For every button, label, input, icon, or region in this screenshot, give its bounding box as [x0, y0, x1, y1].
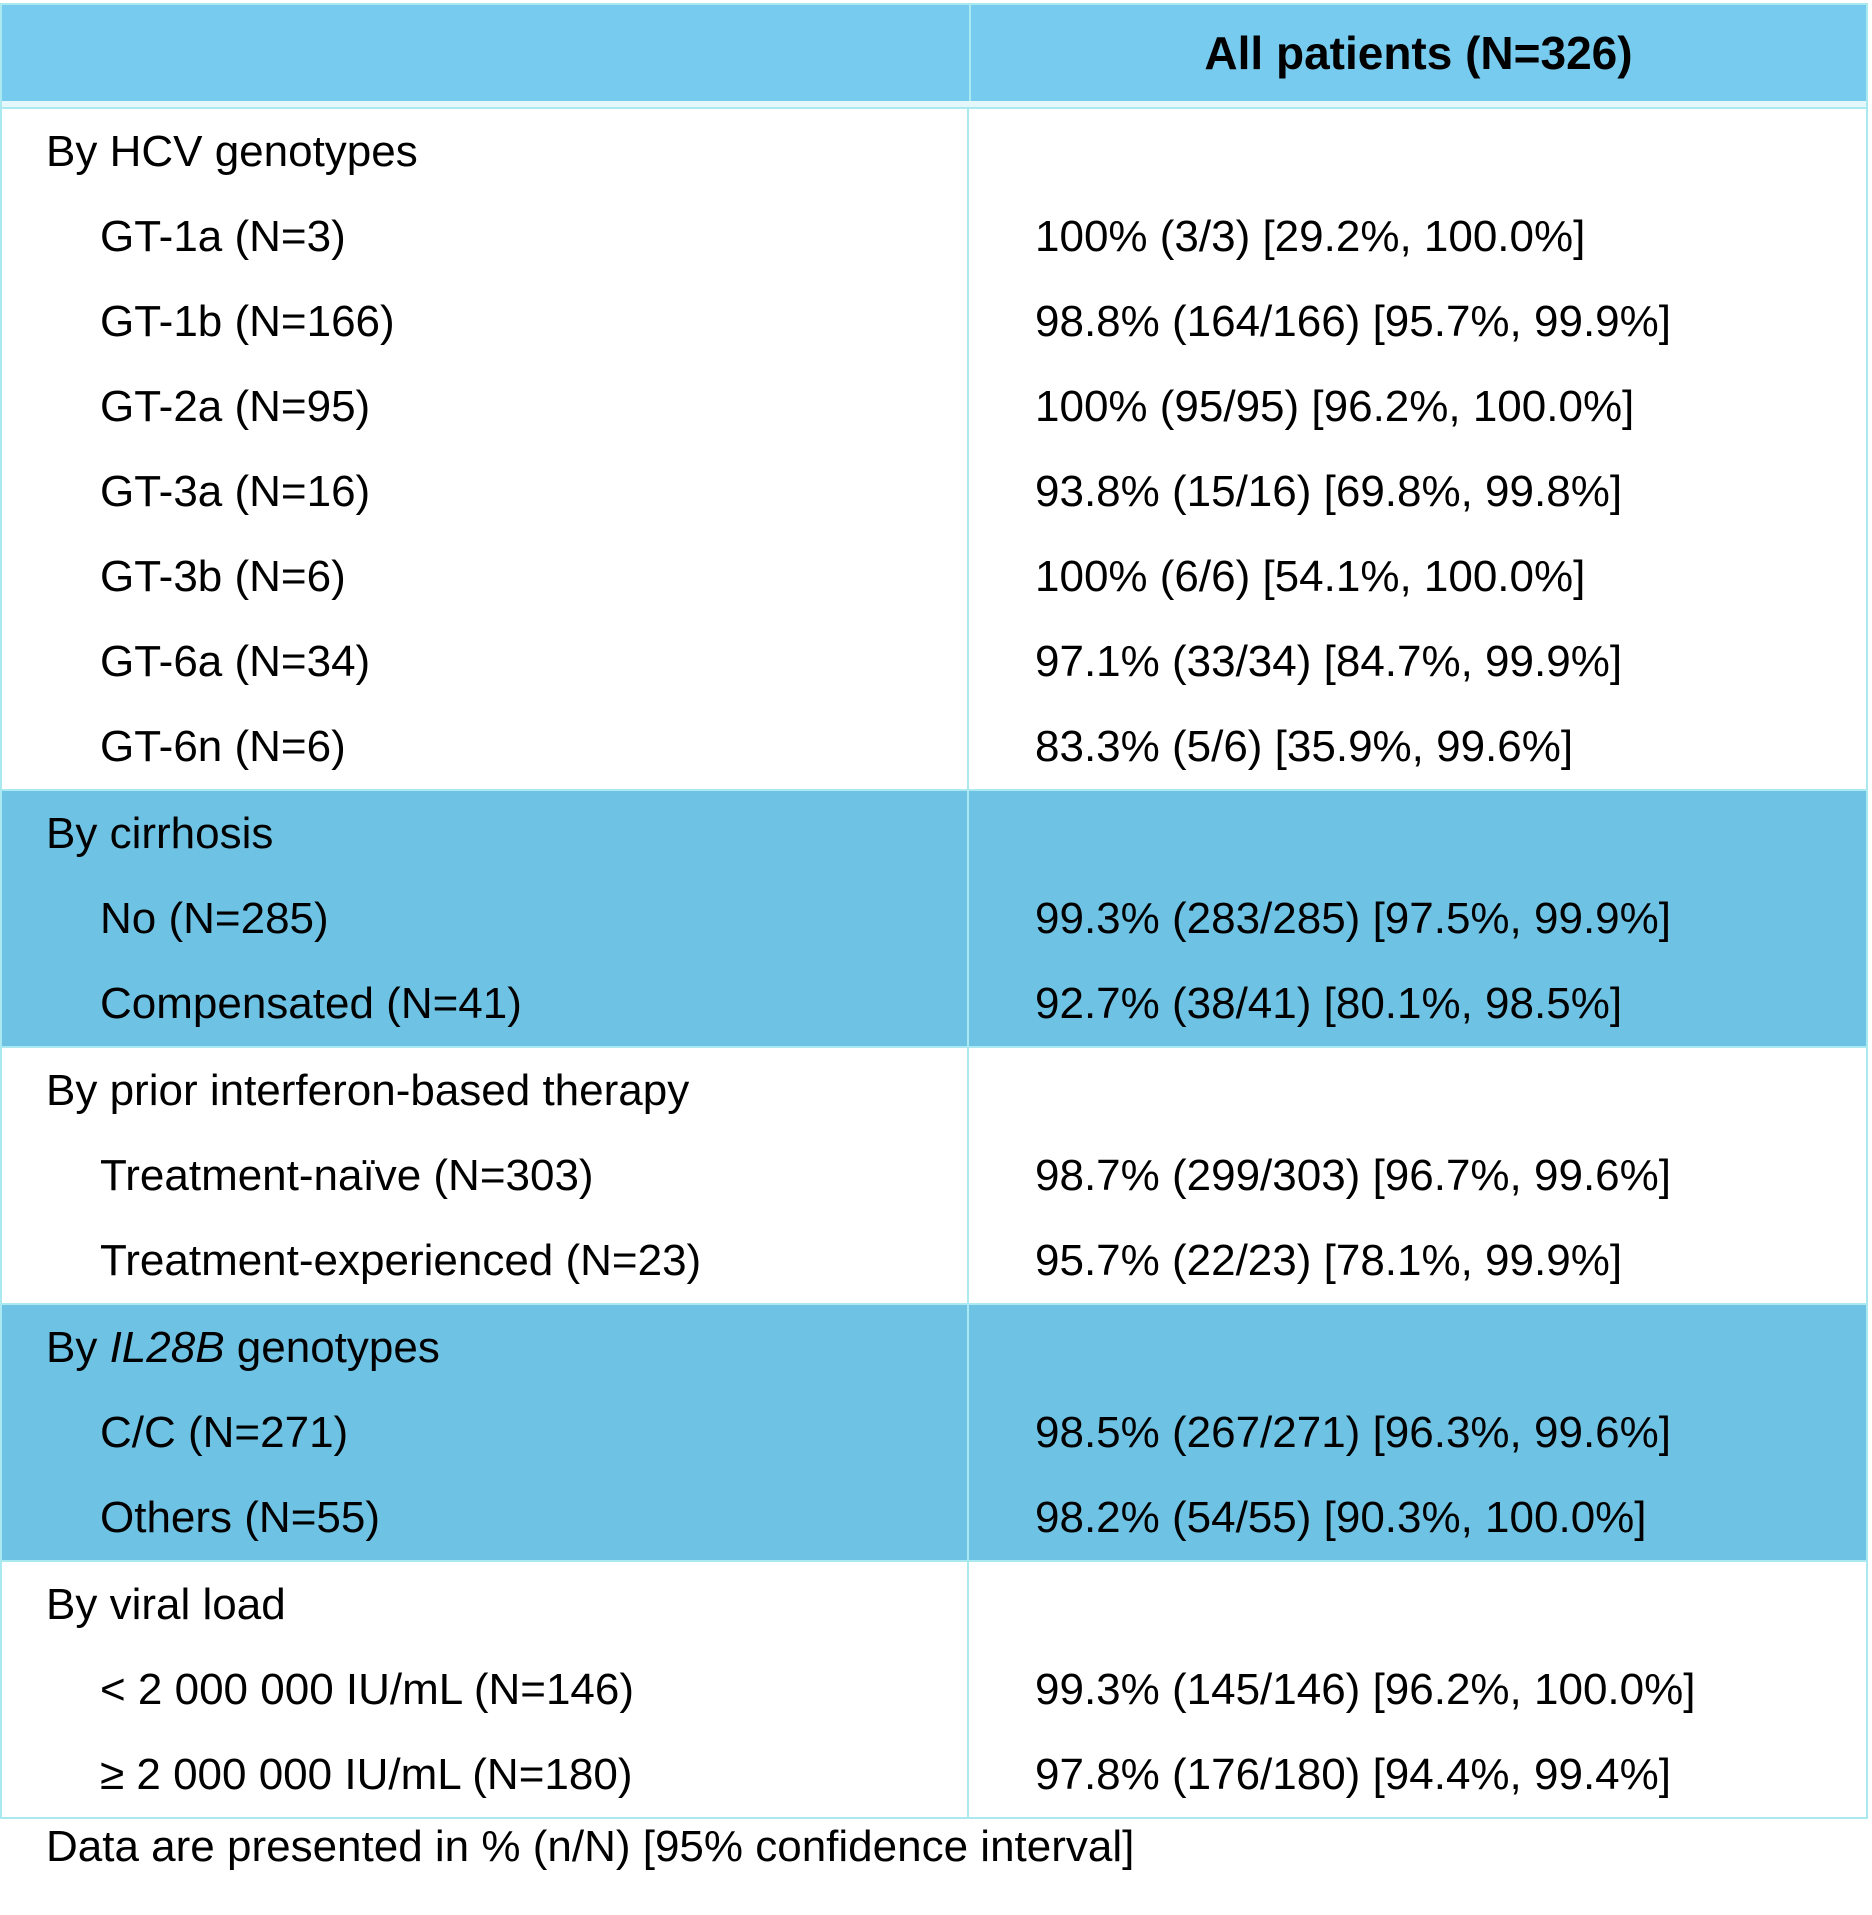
- group-header-row: By HCV genotypes: [2, 109, 1866, 194]
- row-value: 98.8% (164/166) [95.7%, 99.9%]: [1035, 296, 1671, 346]
- table-row: C/C (N=271) 98.5% (267/271) [96.3%, 99.6%…: [2, 1390, 1866, 1475]
- table-row: ≥ 2 000 000 IU/mL (N=180) 97.8% (176/180)…: [2, 1732, 1866, 1817]
- row-label: GT-3b (N=6): [2, 534, 969, 619]
- row-label: Treatment-naïve (N=303): [2, 1133, 969, 1218]
- table-body: By HCV genotypes GT-1a (N=3) 100% (3/3) [2…: [2, 107, 1866, 1817]
- group-header-row: By IL28B genotypes: [2, 1305, 1866, 1390]
- footnote: Data are presented in % (n/N) [95% confi…: [46, 1822, 1135, 1871]
- table-row: GT-2a (N=95) 100% (95/95) [96.2%, 100.0%]: [2, 364, 1866, 449]
- group-section: By cirrhosis No (N=285) 99.3% (283/285) [9…: [2, 789, 1866, 1046]
- row-value: 100% (3/3) [29.2%, 100.0%]: [1035, 211, 1586, 261]
- group-section: By HCV genotypes GT-1a (N=3) 100% (3/3) [2…: [2, 107, 1866, 789]
- table-row: GT-1a (N=3) 100% (3/3) [29.2%, 100.0%]: [2, 194, 1866, 279]
- row-value: 98.5% (267/271) [96.3%, 99.6%]: [1035, 1407, 1671, 1457]
- table-header: All patients (N=326): [2, 5, 1866, 107]
- table-row: Others (N=55) 98.2% (54/55) [90.3%, 100.0…: [2, 1475, 1866, 1560]
- group-label-italic: IL28B: [109, 1322, 225, 1372]
- row-value: 100% (6/6) [54.1%, 100.0%]: [1035, 551, 1586, 601]
- row-value: 99.3% (283/285) [97.5%, 99.9%]: [1035, 893, 1671, 943]
- row-value: 99.3% (145/146) [96.2%, 100.0%]: [1035, 1664, 1696, 1714]
- row-label: Treatment-experienced (N=23): [2, 1218, 969, 1303]
- row-value: 97.1% (33/34) [84.7%, 99.9%]: [1035, 636, 1623, 686]
- table-row: Compensated (N=41) 92.7% (38/41) [80.1%, …: [2, 961, 1866, 1046]
- empty-cell: [969, 1305, 1866, 1390]
- row-label: Compensated (N=41): [2, 961, 969, 1046]
- row-label: Others (N=55): [2, 1475, 969, 1560]
- row-value: 92.7% (38/41) [80.1%, 98.5%]: [1035, 978, 1623, 1028]
- row-value: 93.8% (15/16) [69.8%, 99.8%]: [1035, 466, 1623, 516]
- row-label: GT-6n (N=6): [2, 704, 969, 789]
- results-table: All patients (N=326) By HCV genotypes GT-…: [0, 3, 1868, 1819]
- group-label: By HCV genotypes: [2, 109, 969, 194]
- row-label: GT-3a (N=16): [2, 449, 969, 534]
- row-label: No (N=285): [2, 876, 969, 961]
- group-section: By prior interferon-based therapy Treatme…: [2, 1046, 1866, 1303]
- group-label: By cirrhosis: [2, 791, 969, 876]
- table-row: GT-6a (N=34) 97.1% (33/34) [84.7%, 99.9%]: [2, 619, 1866, 704]
- group-label-suffix: genotypes: [224, 1322, 440, 1372]
- row-value: 97.8% (176/180) [94.4%, 99.4%]: [1035, 1749, 1671, 1799]
- empty-cell: [969, 1048, 1866, 1133]
- row-label: GT-1a (N=3): [2, 194, 969, 279]
- row-value: 100% (95/95) [96.2%, 100.0%]: [1035, 381, 1635, 431]
- empty-cell: [969, 1562, 1866, 1647]
- empty-cell: [969, 791, 1866, 876]
- table-row: GT-6n (N=6) 83.3% (5/6) [35.9%, 99.6%]: [2, 704, 1866, 789]
- group-label: By viral load: [2, 1562, 969, 1647]
- row-value: 95.7% (22/23) [78.1%, 99.9%]: [1035, 1235, 1623, 1285]
- row-label: C/C (N=271): [2, 1390, 969, 1475]
- table-row: No (N=285) 99.3% (283/285) [97.5%, 99.9%]: [2, 876, 1866, 961]
- table-row: GT-3a (N=16) 93.8% (15/16) [69.8%, 99.8%]: [2, 449, 1866, 534]
- group-section: By IL28B genotypes C/C (N=271) 98.5% (267/…: [2, 1303, 1866, 1560]
- row-value: 98.2% (54/55) [90.3%, 100.0%]: [1035, 1492, 1647, 1542]
- row-label: GT-6a (N=34): [2, 619, 969, 704]
- row-label: GT-1b (N=166): [2, 279, 969, 364]
- header-all-patients: All patients (N=326): [1204, 27, 1633, 79]
- group-section: By viral load < 2 000 000 IU/mL (N=146) 99…: [2, 1560, 1866, 1817]
- table-row: GT-1b (N=166) 98.8% (164/166) [95.7%, 99.…: [2, 279, 1866, 364]
- group-header-row: By cirrhosis: [2, 791, 1866, 876]
- group-label-prefix: By: [46, 1322, 110, 1372]
- group-header-row: By viral load: [2, 1562, 1866, 1647]
- table-row: Treatment-experienced (N=23) 95.7% (22/23…: [2, 1218, 1866, 1303]
- header-empty-cell: [2, 5, 971, 101]
- group-label: By prior interferon-based therapy: [2, 1048, 969, 1133]
- row-label: GT-2a (N=95): [2, 364, 969, 449]
- empty-cell: [969, 109, 1866, 194]
- table-row: < 2 000 000 IU/mL (N=146) 99.3% (145/146)…: [2, 1647, 1866, 1732]
- row-label: ≥ 2 000 000 IU/mL (N=180): [2, 1732, 969, 1817]
- group-header-row: By prior interferon-based therapy: [2, 1048, 1866, 1133]
- row-label: < 2 000 000 IU/mL (N=146): [2, 1647, 969, 1732]
- row-value: 98.7% (299/303) [96.7%, 99.6%]: [1035, 1150, 1671, 1200]
- group-label: By IL28B genotypes: [2, 1305, 969, 1390]
- table-row: Treatment-naïve (N=303) 98.7% (299/303) […: [2, 1133, 1866, 1218]
- table-row: GT-3b (N=6) 100% (6/6) [54.1%, 100.0%]: [2, 534, 1866, 619]
- row-value: 83.3% (5/6) [35.9%, 99.6%]: [1035, 721, 1574, 771]
